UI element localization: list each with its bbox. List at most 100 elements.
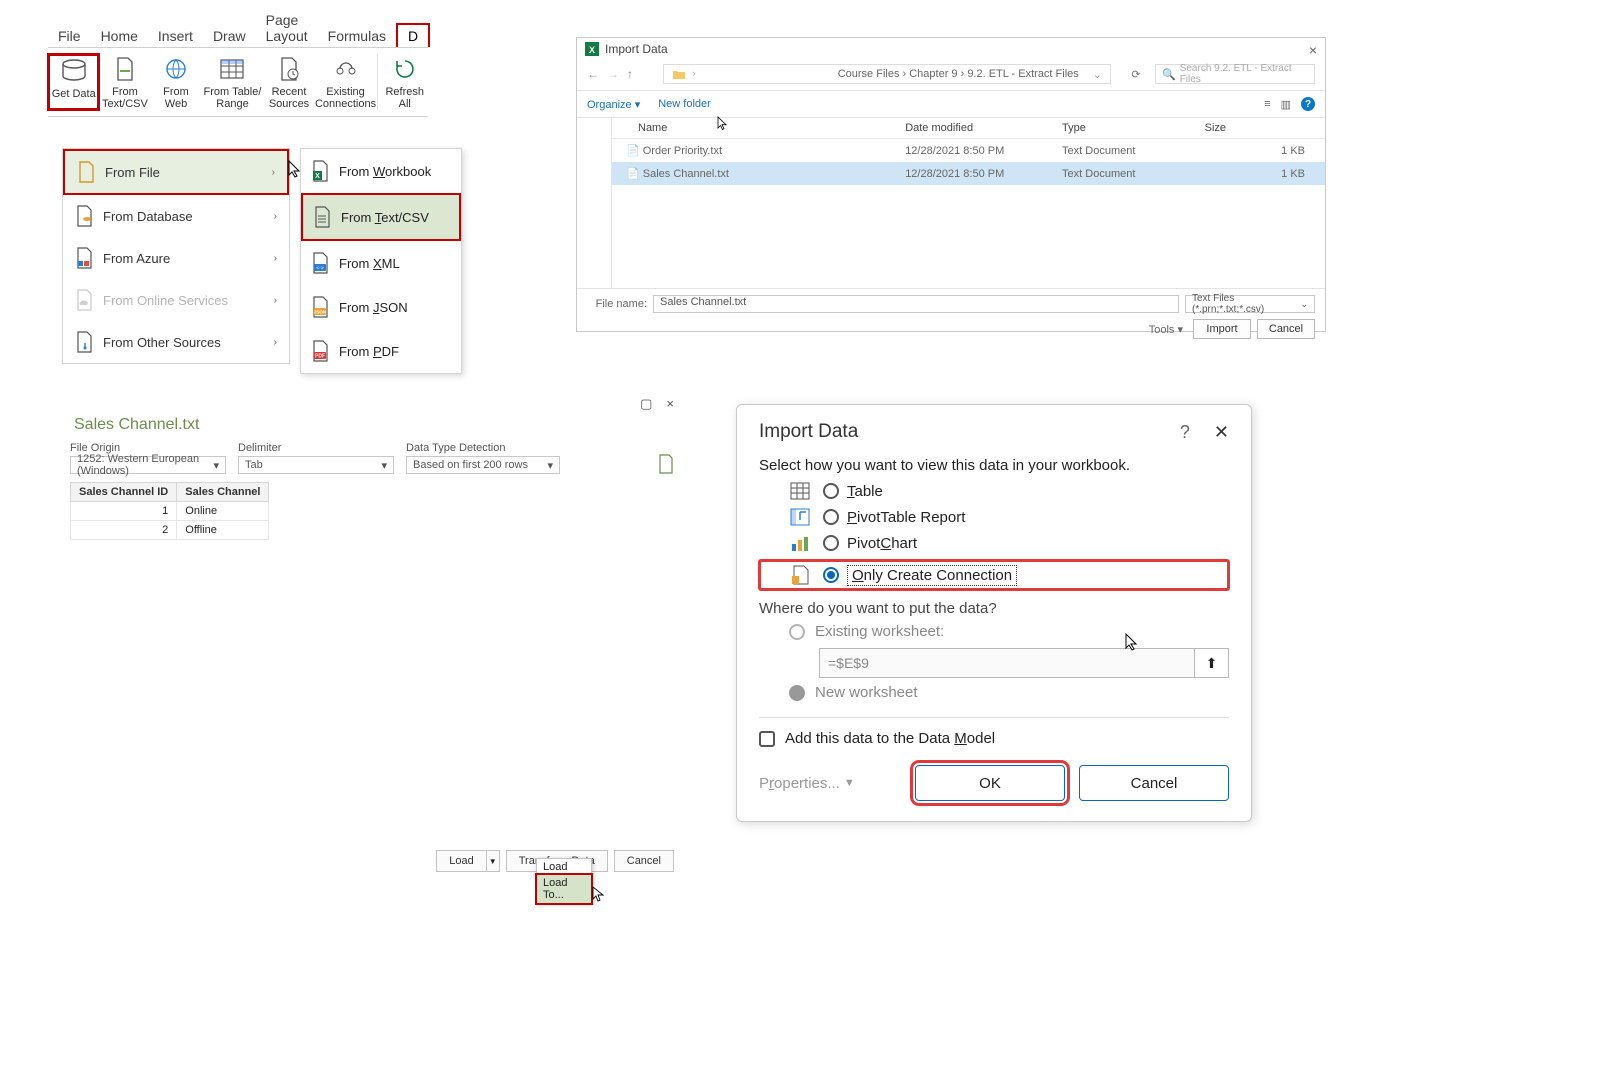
svg-text:PDF: PDF (315, 354, 325, 360)
ok-button[interactable]: OK (915, 765, 1065, 801)
menu-from-text-csv[interactable]: From Text/CSV (301, 193, 461, 241)
tab-file[interactable]: File (48, 25, 91, 47)
menu-from-workbook[interactable]: X From Workbook (301, 149, 461, 193)
help-icon[interactable]: ? (1301, 97, 1315, 111)
opt-connection-only[interactable]: Only Create Connection (759, 560, 1229, 590)
from-text-csv-label: From Text/CSV (99, 86, 150, 110)
menu-from-other-sources[interactable]: From Other Sources› (63, 321, 289, 363)
cancel-button[interactable]: Cancel (1079, 765, 1229, 801)
properties-button[interactable]: Properties... ▼ (759, 775, 855, 792)
existing-connections-button[interactable]: Existing Connections (315, 54, 377, 110)
breadcrumb-path[interactable]: › Course Files › Chapter 9 › 9.2. ETL - … (663, 64, 1111, 84)
maximize-icon[interactable]: ▢ (640, 396, 652, 412)
new-folder-button[interactable]: New folder (658, 98, 711, 110)
col-date[interactable]: Date modified (897, 118, 1054, 139)
range-picker-button[interactable]: ⬆ (1195, 648, 1229, 678)
tab-page-layout[interactable]: Page Layout (256, 9, 318, 47)
view-grid-icon[interactable]: ▥ (1281, 98, 1291, 111)
file-icon (77, 161, 95, 183)
menu-from-database[interactable]: From Database› (63, 195, 289, 237)
svg-text:X: X (315, 173, 320, 180)
organize-button[interactable]: Organize ▾ (587, 98, 640, 111)
delimiter-select[interactable]: Tab▾ (238, 456, 394, 474)
menu-from-file-label: From File (105, 165, 160, 180)
tab-formulas[interactable]: Formulas (318, 25, 396, 47)
load-split-button[interactable]: Load ▼ (436, 850, 499, 872)
load-menu-load[interactable]: Load (537, 859, 591, 875)
opt-pivottable[interactable]: PivotTable Report (759, 508, 1229, 526)
preview-col-1: Sales Channel (177, 483, 269, 502)
opt-pivotchart[interactable]: PivotChart (759, 534, 1229, 552)
tab-data[interactable]: D (396, 23, 430, 47)
radio-pivotchart[interactable] (823, 535, 839, 551)
radio-table[interactable] (823, 483, 839, 499)
folder-tree[interactable] (577, 118, 612, 288)
file-row[interactable]: 📄 Sales Channel.txt12/28/2021 8:50 PMTex… (612, 162, 1325, 185)
file-origin-select[interactable]: 1252: Western European (Windows)▾ (70, 456, 226, 474)
menu-from-json[interactable]: JSON From JSON (301, 285, 461, 329)
view-list-icon[interactable]: ≡ (1264, 98, 1270, 110)
detection-label: Data Type Detection (406, 442, 560, 454)
load-dropdown[interactable]: ▼ (486, 850, 500, 872)
col-name[interactable]: Name (620, 122, 667, 134)
close-icon[interactable]: × (1309, 42, 1317, 58)
load-menu-load-to[interactable]: Load To... (537, 875, 591, 903)
nav-forward-icon[interactable]: → (607, 67, 619, 81)
from-web-label: From Web (150, 86, 201, 110)
from-text-csv-button[interactable]: From Text/CSV (99, 54, 150, 110)
search-placeholder: Search 9.2. ETL - Extract Files (1180, 63, 1308, 85)
range-input[interactable] (819, 648, 1195, 678)
cursor-icon (717, 116, 727, 130)
menu-from-online-services: From Online Services› (63, 279, 289, 321)
from-table-range-button[interactable]: From Table/ Range (202, 54, 264, 110)
opt-table[interactable]: Table (759, 482, 1229, 500)
svg-text:<·>: <·> (316, 266, 324, 272)
tools-button[interactable]: Tools ▾ (1149, 323, 1183, 336)
add-to-model-checkbox[interactable]: Add this data to the Data Model (759, 730, 1229, 747)
get-data-label: Get Data (52, 88, 96, 100)
detection-select[interactable]: Based on first 200 rows▾ (406, 456, 560, 474)
menu-from-pdf[interactable]: PDF From PDF (301, 329, 461, 373)
pdf-icon: PDF (311, 340, 329, 362)
menu-from-xml[interactable]: <·> From XML (301, 241, 461, 285)
preview-title: Sales Channel.txt (74, 416, 674, 434)
dialog-subtitle: Select how you want to view this data in… (759, 457, 1229, 474)
refresh-all-button[interactable]: Refresh All (377, 54, 428, 110)
close-icon[interactable]: × (666, 396, 674, 412)
search-input[interactable]: 🔍 Search 9.2. ETL - Extract Files (1155, 64, 1315, 84)
nav-up-icon[interactable]: ↑ (627, 67, 633, 81)
refresh-icon[interactable]: ⟳ (1127, 68, 1145, 81)
radio-connection-only[interactable] (823, 567, 839, 583)
nav-back-icon[interactable]: ← (587, 67, 599, 81)
import-button[interactable]: Import (1193, 319, 1251, 339)
existing-worksheet-label: Existing worksheet: (815, 623, 944, 640)
tab-draw[interactable]: Draw (203, 25, 256, 47)
col-type[interactable]: Type (1054, 118, 1197, 139)
get-data-menu: From File› From Database› From Azure› Fr… (62, 148, 290, 364)
cancel-button[interactable]: Cancel (614, 850, 674, 872)
recent-sources-button[interactable]: Recent Sources (263, 54, 314, 110)
col-size[interactable]: Size (1197, 118, 1325, 139)
ribbon-group-get-transform: Get Data From Text/CSV From Web From Tab… (48, 48, 428, 117)
tab-home[interactable]: Home (91, 25, 148, 47)
menu-from-azure[interactable]: From Azure› (63, 237, 289, 279)
menu-from-file[interactable]: From File› (63, 149, 289, 195)
file-row[interactable]: 📄 Order Priority.txt12/28/2021 8:50 PMTe… (612, 139, 1325, 163)
dialog-title: Import Data (759, 421, 858, 443)
checkbox-icon[interactable] (759, 731, 775, 747)
from-web-button[interactable]: From Web (150, 54, 201, 110)
radio-new (789, 685, 805, 701)
settings-icon[interactable] (658, 454, 674, 474)
tab-insert[interactable]: Insert (148, 25, 203, 47)
excel-app-icon: X (585, 42, 599, 56)
filetype-select[interactable]: Text Files (*.prn;*.txt;*.csv)⌄ (1185, 295, 1315, 313)
load-button[interactable]: Load (436, 850, 485, 872)
filename-input[interactable]: Sales Channel.txt (653, 295, 1179, 313)
radio-pivottable[interactable] (823, 509, 839, 525)
close-icon[interactable]: ✕ (1214, 422, 1229, 443)
help-icon[interactable]: ? (1180, 422, 1190, 443)
cancel-button[interactable]: Cancel (1257, 319, 1315, 339)
get-data-button[interactable]: Get Data (48, 54, 99, 110)
refresh-all-label: Refresh All (382, 86, 428, 110)
menu-from-pdf-label: From PDF (339, 344, 399, 359)
